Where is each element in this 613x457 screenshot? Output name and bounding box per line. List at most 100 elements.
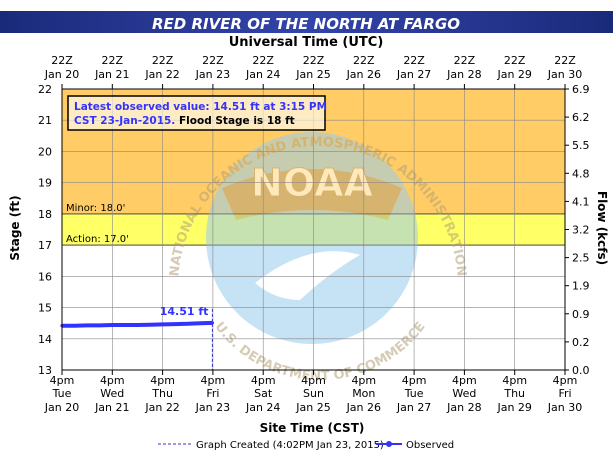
left-tick-label: 20 (38, 145, 52, 158)
bottom-tick-day: Fri (206, 387, 219, 400)
right-tick-label: 0.9 (572, 308, 590, 321)
left-tick-label: 13 (38, 364, 52, 377)
legend: Graph Created (4:02PM Jan 23, 2015) Obse… (158, 440, 454, 451)
right-tick-label: 4.8 (572, 167, 590, 180)
right-tick-label: 2.5 (572, 252, 590, 265)
top-tick-hour: 22Z (303, 54, 325, 67)
bottom-tick-day: Thu (503, 387, 525, 400)
annotation-box (67, 95, 326, 131)
watermark-bird (255, 251, 360, 300)
left-tick-label: 15 (38, 302, 52, 315)
top-tick-hour: 22Z (353, 54, 375, 67)
right-tick-label: 3.2 (572, 224, 590, 237)
latest-observed-annotation: Latest observed value: 14.51 ft at 3:15 … (67, 95, 327, 131)
bottom-tick-date: Jan 21 (94, 401, 129, 414)
top-tick-date: Jan 29 (496, 68, 531, 81)
observed-point (72, 324, 77, 328)
bottom-tick-day: Sun (303, 387, 324, 400)
minor-flood-label: Minor: 18.0' (66, 203, 125, 214)
bottom-tick-date: Jan 20 (44, 401, 79, 414)
annotation-line-2: CST 23-Jan-2015. (74, 115, 175, 127)
bottom-tick-date: Jan 29 (496, 401, 531, 414)
top-tick-hour: 22Z (102, 54, 124, 67)
right-tick-label: 5.5 (572, 139, 590, 152)
observed-point (123, 323, 127, 327)
action-flood-label: Action: 17.0' (66, 234, 129, 245)
bottom-tick-time: 4pm (50, 374, 75, 387)
bottom-tick-day: Tue (404, 387, 424, 400)
bottom-tick-day: Thu (151, 387, 173, 400)
chart-title: RED RIVER OF THE NORTH AT FARGO (152, 15, 460, 33)
top-tick-date: Jan 22 (144, 68, 179, 81)
top-tick-hour: 22Z (454, 54, 476, 67)
top-tick-date: Jan 26 (346, 68, 381, 81)
right-tick-label: 0.0 (572, 364, 590, 377)
annotation-flood-stage: Flood Stage is 18 ft (179, 115, 295, 127)
observed-point (161, 322, 165, 327)
bottom-tick-date: Jan 28 (446, 401, 481, 414)
bottom-tick-day: Fri (558, 387, 571, 400)
bottom-tick-time: 4pm (452, 374, 477, 387)
top-tick-hour: 22Z (554, 54, 576, 67)
left-axis-label: Stage (ft) (8, 195, 22, 260)
top-tick-date: Jan 30 (547, 68, 582, 81)
top-tick-date: Jan 28 (446, 68, 481, 81)
right-tick-label: 1.9 (572, 280, 590, 293)
right-tick-label: 0.2 (572, 336, 590, 349)
bottom-tick-time: 4pm (402, 374, 427, 387)
top-tick-hour: 22Z (202, 54, 224, 67)
top-tick-hour: 22Z (152, 54, 174, 67)
legend-observed-label: Observed (406, 440, 454, 451)
observed-point (85, 323, 89, 327)
bottom-tick-time: 4pm (301, 374, 326, 387)
legend-created-label: Graph Created (4:02PM Jan 23, 2015) (196, 440, 384, 451)
left-tick-label: 17 (38, 239, 52, 252)
observed-point (98, 323, 102, 327)
bottom-tick-day: Sat (254, 387, 273, 400)
left-tick-label: 21 (38, 114, 52, 127)
bottom-tick-time: 4pm (351, 374, 376, 387)
bottom-tick-time: 4pm (201, 374, 226, 387)
legend-observed-marker (386, 441, 392, 447)
top-axis-label: Universal Time (UTC) (229, 35, 384, 50)
bottom-tick-date: Jan 25 (295, 401, 330, 414)
observed-point (135, 323, 140, 327)
right-tick-label: 6.9 (572, 83, 590, 96)
top-tick-hour: 22Z (504, 54, 526, 67)
left-axis-ticks: 13 14 15 16 17 18 19 20 21 22 (38, 83, 52, 377)
bottom-tick-time: 4pm (251, 374, 276, 387)
bottom-tick-date: Jan 24 (245, 401, 280, 414)
bottom-tick-time: 4pm (150, 374, 175, 387)
annotation-line-1: Latest observed value: 14.51 ft at 3:15 … (74, 101, 327, 113)
bottom-tick-day: Mon (352, 387, 375, 400)
bottom-tick-date: Jan 26 (346, 401, 381, 414)
top-tick-date: Jan 20 (44, 68, 79, 81)
bottom-axis-label: Site Time (CST) (260, 421, 365, 435)
bottom-tick-day: Wed (452, 387, 476, 400)
left-tick-label: 18 (38, 208, 52, 221)
observed-point (198, 321, 202, 325)
left-tick-label: 16 (38, 270, 52, 283)
bottom-tick-date: Jan 22 (144, 401, 179, 414)
watermark-bird-top (222, 169, 402, 220)
watermark-noaa-text: NOAA (251, 161, 373, 205)
bottom-tick-time: 4pm (502, 374, 527, 387)
latest-value-label: 14.51 ft (160, 305, 209, 318)
observed-point (186, 322, 190, 326)
top-tick-date: Jan 27 (396, 68, 431, 81)
top-tick-date: Jan 25 (295, 68, 330, 81)
observed-point (210, 321, 214, 325)
observed-point (110, 323, 114, 327)
right-axis-label: Flow (kcfs) (595, 191, 609, 265)
left-tick-label: 19 (38, 177, 52, 190)
bottom-tick-date: Jan 27 (396, 401, 431, 414)
observed-point (148, 323, 152, 327)
top-tick-hour: 22Z (403, 54, 425, 67)
top-tick-date: Jan 21 (94, 68, 129, 81)
right-axis-ticks: 0.0 0.2 0.9 1.9 2.5 3.2 4.1 4.8 5.5 6.2 6.9 (565, 83, 590, 377)
bottom-tick-date: Jan 30 (547, 401, 582, 414)
left-tick-label: 14 (38, 333, 52, 346)
